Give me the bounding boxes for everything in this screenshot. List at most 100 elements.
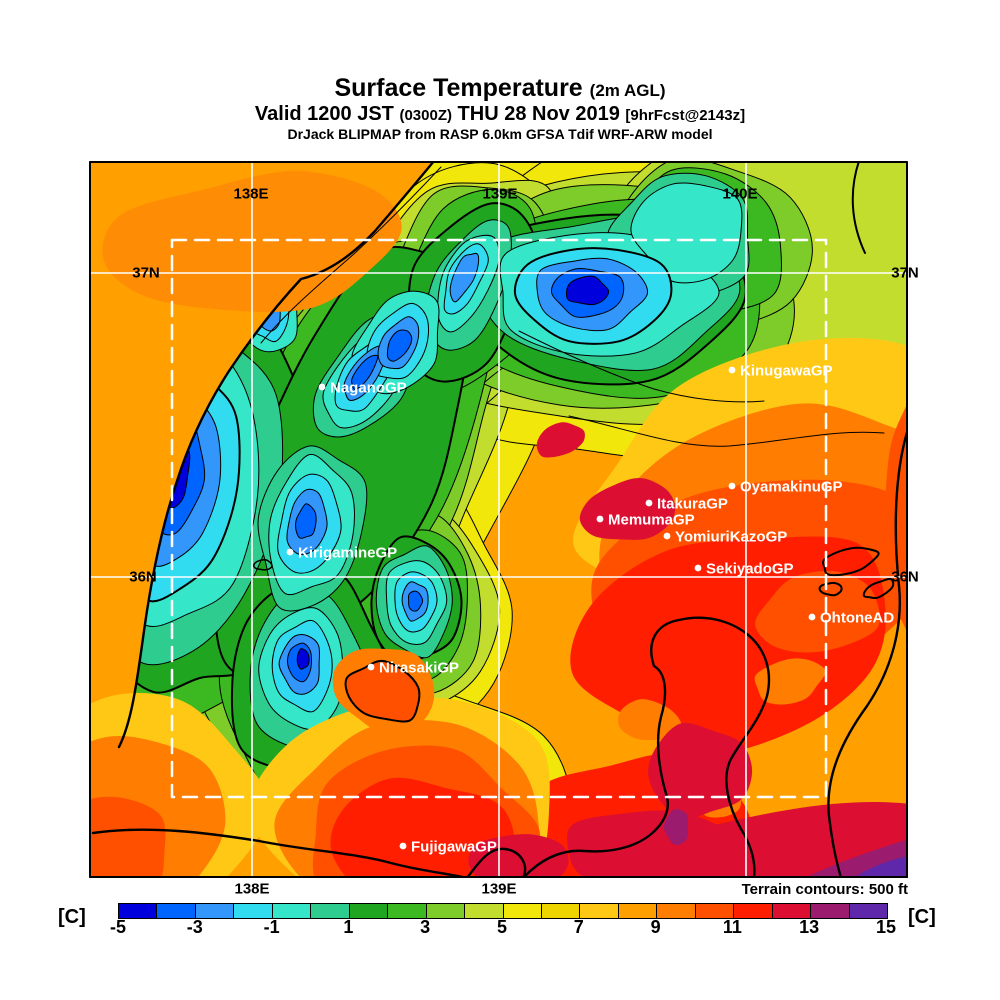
field-region — [449, 252, 480, 303]
field-region — [565, 275, 610, 306]
lake-suwa-outline — [253, 559, 273, 571]
colorbar-cell — [194, 904, 234, 918]
station-marker-KirigamineGP — [286, 548, 294, 556]
field-region — [351, 354, 379, 390]
station-marker-OyamakinuGP — [728, 482, 736, 490]
station-marker-MemumaGP — [596, 515, 604, 523]
colorbar-cell — [425, 904, 465, 918]
colorbar-cell — [310, 904, 349, 918]
colorbar-cell — [733, 904, 772, 918]
station-label-FujigawaGP: FujigawaGP — [411, 839, 497, 856]
station-marker-ItakuraGP — [645, 499, 653, 507]
colorbar-cell — [348, 904, 388, 918]
field-region — [386, 329, 413, 362]
station-label-SekiyadoGP: SekiyadoGP — [706, 561, 794, 578]
colorbar-cell — [848, 904, 888, 918]
gridline-label-139e: 139E — [482, 185, 518, 203]
field-region — [579, 477, 676, 540]
station-marker-NirasakiGP — [367, 663, 375, 671]
station-label-KirigamineGP: KirigamineGP — [298, 545, 397, 562]
field-layers — [89, 161, 908, 878]
field-region — [755, 570, 881, 653]
title-suffix: (2m AGL) — [589, 81, 666, 100]
field-region — [663, 809, 689, 846]
gridline-label-138e: 138E — [233, 185, 269, 203]
tokyo-bay-coastline — [650, 616, 771, 878]
valid-time: Valid 1200 JST — [254, 103, 394, 125]
lake-outline — [822, 546, 880, 577]
colorbar-tick: 3 — [420, 917, 431, 937]
sea-of-japan — [89, 161, 434, 761]
field-region — [630, 182, 743, 284]
suruga-coastline — [91, 828, 469, 878]
colorbar-unit-left: [C] — [58, 906, 86, 928]
japan-sea-coastline — [117, 161, 436, 749]
field-region — [536, 422, 585, 458]
valid-zulu: (0300Z) — [399, 107, 452, 124]
terrain-contour — [568, 415, 885, 447]
valid-date: THU 28 Nov 2019 — [457, 103, 620, 125]
station-marker-SekiyadoGP — [694, 564, 702, 572]
temperature-field-svg: NaganoGP KinugawaGP OyamakinuGP ItakuraGPMe… — [89, 161, 908, 878]
field-region — [754, 658, 826, 705]
gridline-label-37n: 37N — [132, 264, 160, 282]
station-label-NirasakiGP: NirasakiGP — [379, 660, 459, 677]
field-region — [295, 503, 317, 539]
station-label-MemumaGP: MemumaGP — [608, 512, 695, 529]
inner-domain-box — [170, 238, 828, 799]
colorbar-cell — [771, 904, 811, 918]
colorbar-tick: 1 — [343, 917, 354, 937]
map-border — [89, 161, 908, 878]
field-region — [407, 590, 424, 612]
station-label-KinugawaGP: KinugawaGP — [740, 363, 833, 380]
page-title: Surface Temperature (2m AGL) — [0, 74, 1000, 103]
colorbar-tick: -1 — [263, 917, 280, 937]
colorbar-cell — [502, 904, 541, 918]
colorbar-cell — [617, 904, 657, 918]
fujigawa-warm-core — [330, 777, 515, 878]
colorbar-cell — [119, 904, 157, 918]
colorbar-cell — [233, 904, 272, 918]
station-label-OhtoneAD: OhtoneAD — [820, 610, 894, 627]
title-main: Surface Temperature — [334, 74, 583, 102]
colorbar-cell — [464, 904, 503, 918]
gridline-label-138e: 138E — [234, 880, 270, 898]
colorbar-tick: 7 — [573, 917, 584, 937]
colorbar-tick: 9 — [650, 917, 661, 937]
station-label-YomiuriKazoGP: YomiuriKazoGP — [675, 529, 787, 546]
station-label-OyamakinuGP: OyamakinuGP — [740, 479, 843, 496]
colorbar-unit-right: [C] — [908, 906, 936, 928]
station-marker-NaganoGP — [318, 383, 326, 391]
gridline-label-140e: 140E — [722, 185, 758, 203]
station-label-NaganoGP: NaganoGP — [330, 380, 407, 397]
colorbar-tick: 11 — [722, 917, 742, 937]
gridline-label-36n: 36N — [891, 568, 919, 586]
gridline-label-37n: 37N — [891, 264, 919, 282]
terrain-contour — [851, 161, 866, 254]
colorbar-tick: 5 — [496, 917, 508, 937]
station-marker-YomiuriKazoGP — [663, 532, 671, 540]
lake-outline — [862, 577, 895, 600]
colorbar-cell — [271, 904, 311, 918]
forecast-info: [9hrFcst@2143z] — [625, 107, 746, 124]
colorbar-cell — [579, 904, 618, 918]
colorbar-cell — [694, 904, 734, 918]
station-label-ItakuraGP: ItakuraGP — [657, 496, 728, 513]
colorbar-cell — [810, 904, 849, 918]
izu-sagami-coastline — [465, 795, 669, 878]
terrain-contour — [518, 330, 765, 403]
colorbar-tick: 15 — [875, 917, 897, 937]
field-region — [854, 856, 908, 878]
nirasaki-warm-pocket — [344, 659, 421, 723]
field-region — [618, 699, 682, 741]
forecast-map: NaganoGP KinugawaGP OyamakinuGP ItakuraGP Me… — [89, 161, 908, 878]
station-marker-KinugawaGP — [728, 366, 736, 374]
colorbar-tick: -3 — [186, 917, 203, 937]
colorbar-cell — [540, 904, 580, 918]
model-line: DrJack BLIPMAP from RASP 6.0km GFSA Tdif… — [287, 126, 713, 142]
gridline-label-36n: 36N — [129, 568, 157, 586]
colorbar-ticks: -5 -3 -1 1 3 5 7 9 11 13 15 — [110, 917, 896, 939]
station-marker-FujigawaGP — [399, 842, 407, 850]
terrain-contour — [260, 166, 442, 344]
